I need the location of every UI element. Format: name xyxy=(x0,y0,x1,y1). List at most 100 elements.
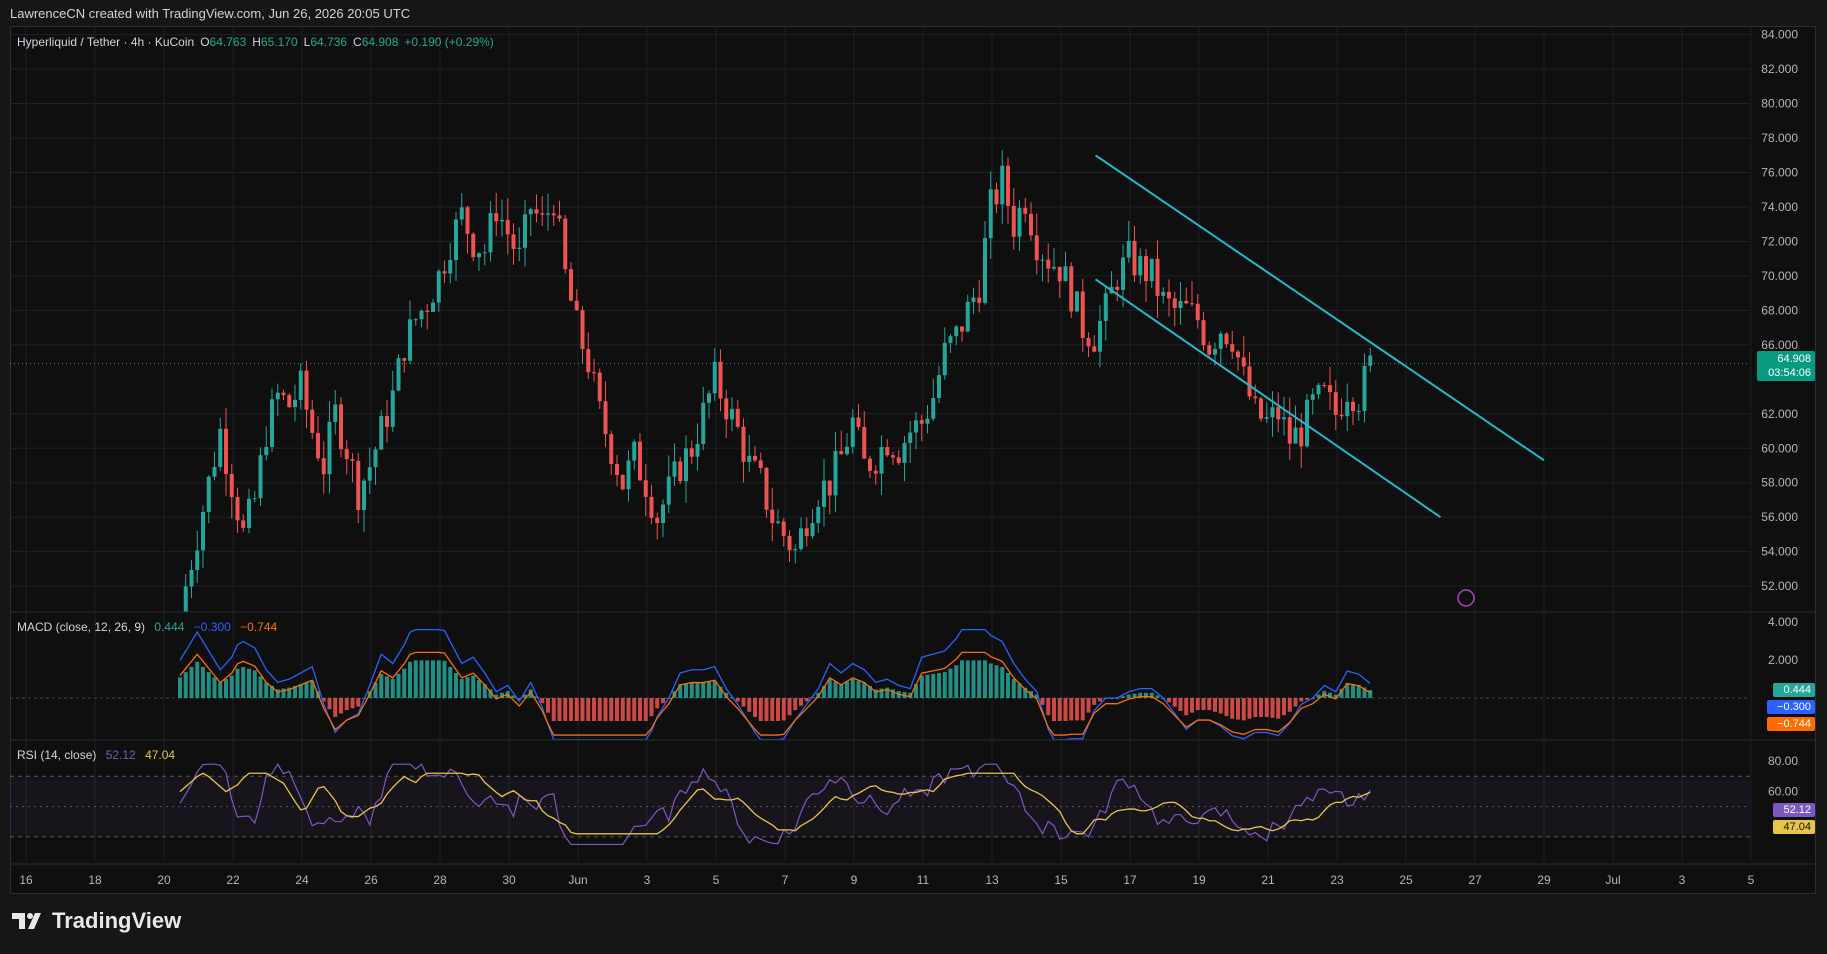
candle-body xyxy=(1046,259,1051,269)
brand-name: TradingView xyxy=(52,908,182,933)
candle-body xyxy=(603,401,608,435)
macd-histogram-bar xyxy=(1172,698,1177,707)
candle-body xyxy=(707,393,711,403)
candle-body xyxy=(448,260,453,274)
macd-histogram-bar xyxy=(1052,698,1056,721)
candle-body xyxy=(1195,303,1200,321)
tradingview-logo[interactable]: TradingView xyxy=(12,908,181,934)
macd-histogram-bar xyxy=(500,692,504,698)
macd-histogram-bar xyxy=(937,672,941,698)
candle-body xyxy=(781,521,786,536)
macd-histogram-bar xyxy=(661,698,665,704)
price-tick-label: 84.000 xyxy=(1761,28,1798,42)
descending-channel xyxy=(1094,154,1545,607)
macd-histogram-bar xyxy=(201,666,205,698)
macd-histogram-bar xyxy=(919,675,924,698)
candle-body xyxy=(896,457,901,463)
candle-body xyxy=(413,319,418,321)
candle-body xyxy=(1299,427,1304,447)
candle-body xyxy=(942,342,947,376)
candle-body xyxy=(350,459,355,461)
chart-frame[interactable] xyxy=(10,26,1816,894)
candle-body xyxy=(1069,266,1074,312)
macd-signal-value: −0.300 xyxy=(193,620,231,634)
candle-body xyxy=(626,460,631,490)
candle-body xyxy=(1270,407,1275,418)
candle-body xyxy=(689,448,694,457)
tradingview-icon xyxy=(12,913,41,929)
macd-histogram-bar xyxy=(1069,698,1074,721)
candle-body xyxy=(684,448,688,482)
candle-body xyxy=(862,426,867,459)
rsi-line xyxy=(179,763,1371,846)
candle-body xyxy=(919,420,924,424)
rsi-tag-value: 52.12 xyxy=(1773,803,1815,817)
macd-histogram-bar xyxy=(1339,688,1344,698)
macd-histogram-bar xyxy=(436,660,441,698)
candle-body xyxy=(592,372,596,374)
candle-body xyxy=(344,449,349,460)
candle-body xyxy=(1282,417,1286,420)
macd-histogram-bar xyxy=(988,663,993,698)
price-tick-label: 72.000 xyxy=(1761,234,1798,248)
candle-body xyxy=(465,207,470,234)
macd-histogram-bar xyxy=(1138,692,1143,698)
macd-histogram-bar xyxy=(735,698,740,702)
macd-histogram-bar xyxy=(1017,683,1022,698)
candle-body xyxy=(551,213,556,216)
time-tick-label: 9 xyxy=(851,873,858,887)
macd-histogram-bar xyxy=(891,689,895,698)
macd-histogram-bar xyxy=(1362,687,1367,698)
candle-body xyxy=(1356,410,1361,412)
time-tick-label: 19 xyxy=(1192,873,1206,887)
ohlc-low-label: L xyxy=(303,35,311,49)
candle-body xyxy=(1052,266,1056,269)
candle-body xyxy=(1345,401,1350,417)
candle-body xyxy=(965,301,970,332)
price-tick-label: 54.000 xyxy=(1761,545,1798,559)
candle-body xyxy=(459,207,464,220)
candle-body xyxy=(1287,417,1292,444)
macd-tick-label: 2.000 xyxy=(1768,653,1798,667)
candle-body xyxy=(1310,394,1315,400)
macd-histogram-bar xyxy=(931,673,936,698)
macd-histogram-bar xyxy=(1034,694,1039,698)
candle-body xyxy=(845,446,849,455)
time-tick-label: 23 xyxy=(1330,873,1344,887)
macd-signal-line xyxy=(179,651,1371,736)
candle-body xyxy=(1190,303,1194,305)
candle-body xyxy=(747,455,752,462)
candle-body xyxy=(540,213,545,215)
macd-histogram-bar xyxy=(350,698,355,709)
candle-body xyxy=(1368,355,1373,366)
candle-body xyxy=(977,297,982,303)
macd-histogram-bar xyxy=(1241,698,1246,721)
candle-body xyxy=(385,416,389,427)
candle-body xyxy=(1057,266,1062,282)
time-tick-label: 22 xyxy=(226,873,240,887)
candle-body xyxy=(1092,346,1097,352)
time-tick-label: 7 xyxy=(782,873,789,887)
candle-body xyxy=(390,390,395,427)
macd-histogram-bar xyxy=(448,666,453,698)
candle-body xyxy=(1224,333,1229,345)
time-tick-label: 15 xyxy=(1054,873,1068,887)
candle-body xyxy=(937,375,941,399)
macd-histogram-bar xyxy=(1305,698,1309,700)
macd-histogram-bar xyxy=(724,692,729,698)
candle-body xyxy=(701,402,706,444)
price-tick-label: 62.000 xyxy=(1761,407,1798,421)
macd-histogram-bar xyxy=(218,682,223,698)
macd-histogram-bar xyxy=(1006,672,1010,698)
macd-histogram-bar xyxy=(948,668,953,698)
candle-body xyxy=(655,517,660,524)
macd-histogram-bar xyxy=(914,684,918,698)
candle-body xyxy=(724,398,729,420)
price-tick-label: 58.000 xyxy=(1761,476,1798,490)
macd-histogram-bar xyxy=(810,697,815,699)
ohlc-close-label: C xyxy=(353,35,362,49)
rsi-value: 52.12 xyxy=(105,748,136,762)
macd-histogram-bar xyxy=(557,698,562,721)
macd-histogram-bar xyxy=(1230,698,1235,719)
